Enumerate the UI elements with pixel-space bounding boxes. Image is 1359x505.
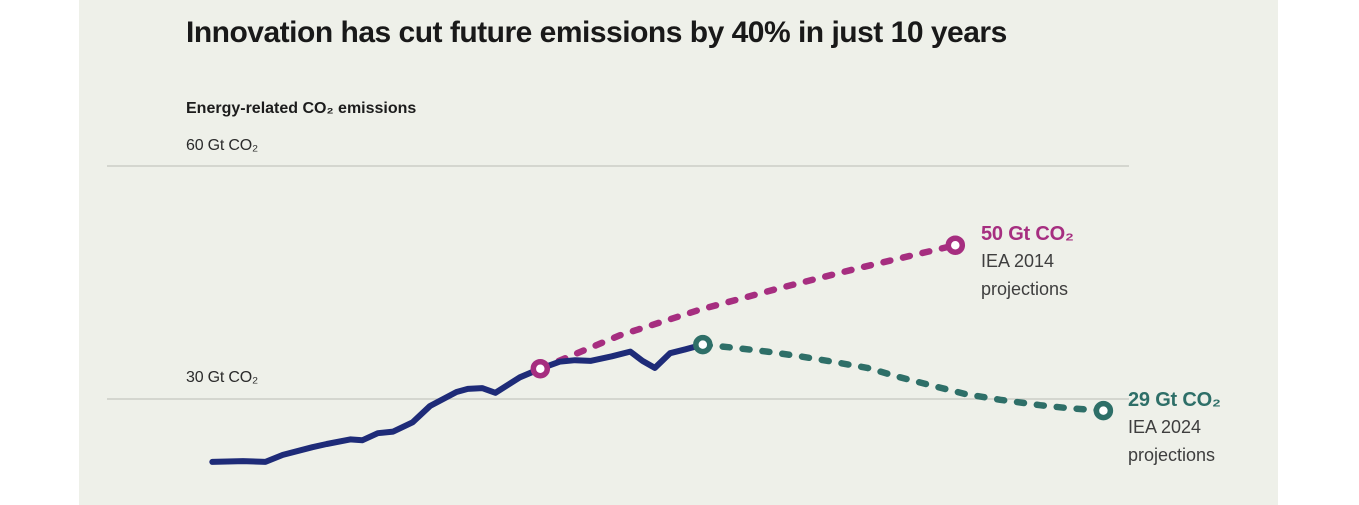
iea-2024-projection-line — [699, 341, 1107, 414]
y-axis-label-30: 30 Gt CO₂ — [186, 369, 258, 386]
iea-2024-projection-endpoint-marker — [693, 334, 713, 355]
annotation-source-projections-2014: projections — [981, 279, 1069, 299]
annotation-source-iea-2024: IEA 2024 — [1128, 417, 1202, 437]
chart-title: Innovation has cut future emissions by 4… — [186, 16, 1007, 49]
annotation-iea-2014: 50 Gt CO₂ IEA 2014 projections — [981, 221, 1074, 303]
iea-2014-projection-endpoint-marker — [945, 235, 966, 255]
annotation-iea-2024: 29 Gt CO₂ IEA 2024 projections — [1128, 387, 1221, 469]
historical-emissions-line — [209, 341, 706, 465]
iea-2014-projection-endpoint-marker — [530, 358, 551, 379]
annotation-value-29gt: 29 Gt CO₂ — [1128, 389, 1221, 411]
annotation-source-iea-2014: IEA 2014 — [981, 251, 1055, 271]
chart-subtitle: Energy-related CO₂ emissions — [186, 100, 417, 117]
annotation-source-projections-2024: projections — [1128, 445, 1216, 465]
iea-2024-projection-endpoint-marker — [1093, 400, 1114, 421]
annotation-value-50gt: 50 Gt CO₂ — [981, 223, 1074, 245]
y-axis-label-60: 60 Gt CO₂ — [186, 137, 258, 154]
chart-card: Innovation has cut future emissions by 4… — [79, 0, 1278, 505]
